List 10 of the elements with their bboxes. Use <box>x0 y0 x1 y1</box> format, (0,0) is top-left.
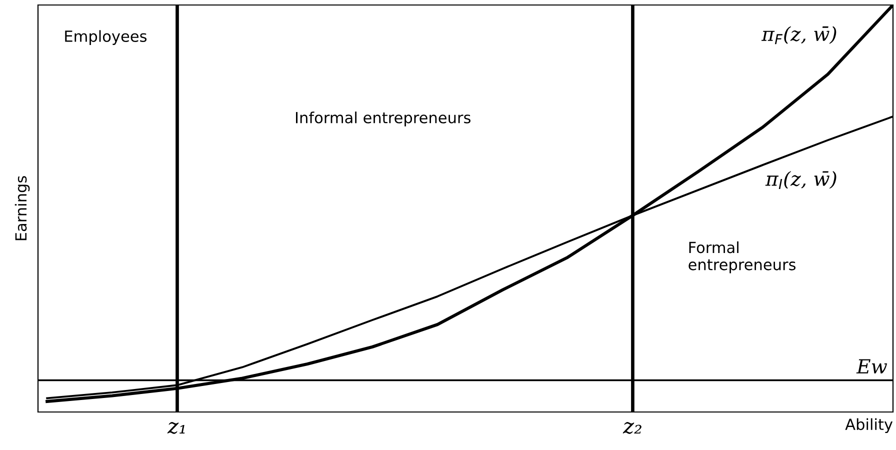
annotation: Informal entrepreneurs <box>296 112 470 126</box>
y-axis-title: Earnings <box>14 176 30 240</box>
x-tick-label: z₁ <box>167 422 185 434</box>
ref-line-label: Ew <box>856 359 888 374</box>
annotation: Formal entrepreneurs <box>688 241 796 274</box>
series-label: π$_{F}$(z, w̄) <box>761 26 836 44</box>
x-tick-label: z₂ <box>622 422 642 434</box>
series-label: π$_{I}$(z, w̄) <box>765 170 836 189</box>
x-axis-title: Ability <box>845 418 893 434</box>
annotation: Employees <box>65 30 147 45</box>
